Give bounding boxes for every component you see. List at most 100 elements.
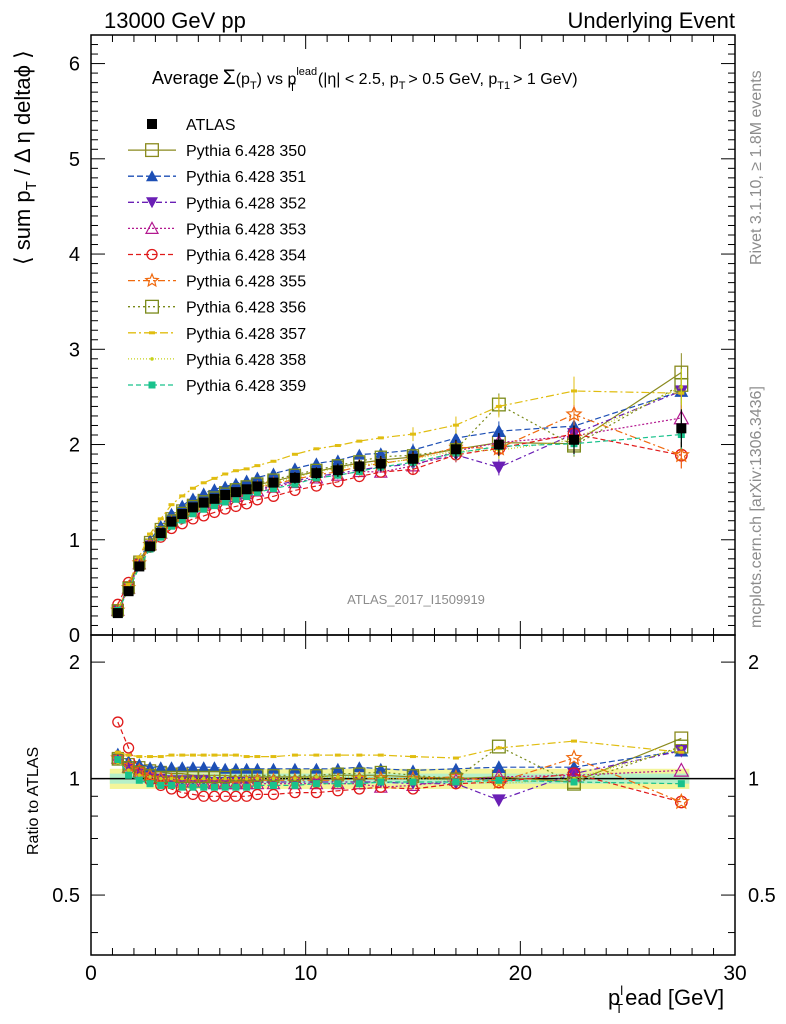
main-ylabel: ⟨ sum pT/ Δ η deltaϕ ⟩ — [10, 50, 40, 265]
series-357-point — [222, 472, 229, 476]
legend-series-353-marker — [144, 221, 160, 234]
series-357-ratio-point — [495, 746, 502, 750]
series-357-ratio-point — [200, 753, 207, 757]
series-356-ratio-point — [331, 767, 345, 780]
series-355-point — [672, 446, 690, 463]
legend-series-357-label: Pythia 6.428 357 — [186, 326, 306, 343]
series-358-ratio-point — [293, 776, 297, 781]
series-359-ratio-point — [135, 776, 143, 784]
series-359-ratio-point — [409, 778, 417, 786]
atlas-point — [450, 444, 461, 455]
series-357-ratio-point — [270, 755, 277, 759]
series-355-point — [565, 405, 583, 422]
y-tick-label: 2 — [69, 435, 80, 457]
series-357-point — [377, 436, 384, 440]
series-359-ratio-point — [168, 781, 175, 789]
series-359-ratio-point — [253, 781, 261, 789]
series-359-ratio-point — [114, 756, 122, 764]
atlas-point — [220, 490, 231, 500]
series-358-ratio-point — [679, 746, 684, 750]
x-tick-label: 20 — [509, 962, 532, 985]
legend-series-351-label: Pythia 6.428 351 — [186, 169, 306, 186]
x-tick-label: 30 — [723, 962, 746, 985]
legend-atlas-marker — [147, 119, 157, 129]
series-358-ratio-point — [137, 773, 142, 778]
ratio-tick-label-left: 1 — [69, 769, 80, 791]
series-354-ratio-point — [310, 786, 323, 799]
series-359-ratio-point — [178, 783, 186, 791]
legend-series-351-marker — [146, 170, 158, 182]
series-358-ratio-point — [180, 776, 185, 781]
atlas-point — [569, 434, 579, 445]
series-351-ratio-point — [374, 762, 387, 774]
atlas-point — [145, 541, 156, 552]
atlas-point — [198, 497, 209, 508]
series-352-point — [491, 461, 506, 475]
series-357-point — [270, 459, 277, 463]
series-359-point — [210, 502, 218, 510]
series-359-ratio-point — [157, 781, 165, 789]
series-351-point — [491, 424, 506, 437]
atlas-point — [289, 472, 300, 483]
series-359-ratio-point — [377, 778, 385, 786]
atlas-point — [112, 608, 123, 619]
series-359-ratio-point — [495, 776, 503, 784]
series-354-ratio-point — [240, 790, 253, 802]
series-351-point — [449, 432, 462, 444]
y-tick-label: 3 — [69, 339, 80, 361]
series-358-ratio-point — [244, 776, 249, 781]
atlas-point — [177, 509, 188, 520]
series-357-ratio-point — [356, 753, 363, 757]
legend-series-350-marker — [145, 143, 159, 158]
atlas-point — [332, 465, 343, 476]
legend-atlas-label: ATLAS — [186, 117, 236, 134]
series-357-ratio-point — [211, 753, 218, 757]
series-351-ratio-point — [208, 761, 221, 773]
series-351-point — [374, 447, 387, 459]
series-357-point — [232, 469, 239, 473]
legend-series-352-marker — [146, 197, 158, 209]
series-358-point — [679, 385, 684, 389]
series-357-point — [495, 404, 502, 408]
series-357-ratio-point — [222, 753, 229, 757]
series-357-point — [313, 447, 320, 451]
series-357-ratio-point — [377, 753, 384, 757]
series-352-ratio-point — [567, 767, 581, 781]
series-351-point — [219, 480, 232, 492]
main-series-layer — [110, 353, 690, 619]
series-351-point — [165, 507, 178, 519]
atlas-point — [493, 439, 504, 450]
ratio-tick-label-right: 2 — [748, 652, 759, 674]
series-357-point — [136, 555, 143, 559]
series-351-ratio-point — [449, 762, 462, 774]
series-358-ratio-point — [212, 776, 217, 781]
atlas-point — [155, 528, 166, 539]
legend-series-358-label: Pythia 6.428 358 — [186, 352, 306, 369]
series-353-ratio-point — [673, 762, 690, 777]
series-357-point — [291, 452, 298, 456]
atlas-point — [209, 493, 220, 504]
series-354-ratio-point — [198, 790, 210, 802]
series-359-ratio-point — [200, 783, 208, 791]
series-359-ratio-point — [146, 780, 154, 788]
series-359-point — [178, 516, 186, 524]
legend-series-353-label: Pythia 6.428 353 — [186, 221, 306, 238]
series-351-point — [353, 448, 366, 460]
y-tick-label: 0 — [69, 625, 80, 647]
legend-series-352-label: Pythia 6.428 352 — [186, 195, 306, 212]
series-357-ratio-point — [125, 753, 132, 757]
series-351-ratio-point — [176, 761, 189, 773]
series-359-ratio-point — [221, 783, 229, 791]
series-357-ratio-point — [189, 753, 196, 757]
series-351-ratio-point — [267, 762, 280, 774]
series-358-ratio-point — [271, 776, 276, 781]
series-354-ratio-point — [208, 790, 221, 802]
series-351-ratio-point — [288, 762, 301, 774]
series-351-ratio-point — [251, 762, 264, 774]
atlas-point — [123, 586, 134, 597]
series-357-ratio-point — [157, 755, 164, 759]
series-354-ratio-point — [251, 788, 264, 801]
series-357-point — [200, 481, 207, 485]
series-358-ratio-point — [357, 775, 362, 779]
series-357-ratio-point — [678, 750, 685, 754]
